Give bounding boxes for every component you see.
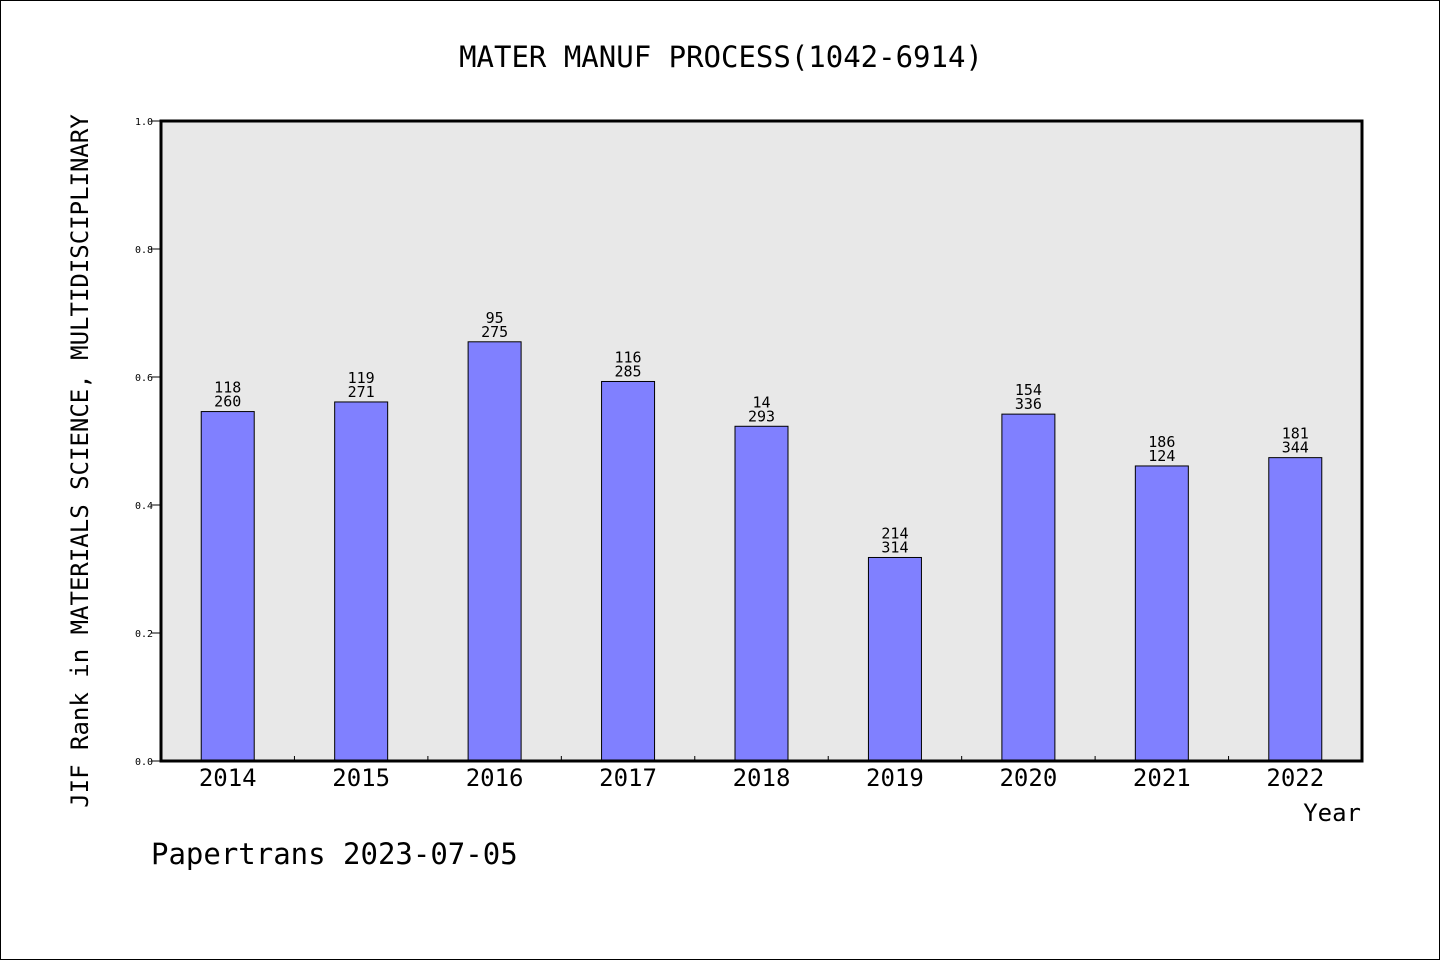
bar-2016 [467,341,522,762]
chart-title: MATER MANUF PROCESS(1042-6914) [459,40,983,74]
y-tick-label: 0.8 [135,245,153,256]
y-tick-label: 0.6 [135,373,153,384]
x-tick-label: 2018 [733,764,791,792]
bar-label-bottom: 275 [481,323,508,341]
bar-label-bottom: 344 [1282,439,1309,457]
y-tick-label: 0.0 [135,757,153,768]
plot-border [159,119,1364,763]
bar-label-top: 214 [881,524,908,542]
y-tick-label: 0.4 [135,501,153,512]
x-tick-label: 2019 [866,764,924,792]
bar-label-bottom: 124 [1148,447,1175,465]
bar-2015 [334,401,389,762]
bar-2022 [1268,457,1323,762]
bar-label-bottom: 336 [1015,395,1042,413]
bar-label-top: 95 [486,309,504,327]
x-tick-label: 2015 [332,764,390,792]
bar-label-top: 116 [615,348,642,366]
bar-2018 [734,425,789,762]
y-axis-label: JIF Rank in MATERIALS SCIENCE, MULTIDISC… [66,114,94,808]
x-tick-label: 2017 [599,764,657,792]
bar-label-top: 118 [214,379,241,397]
x-tick-label: 2022 [1266,764,1324,792]
bar-2017 [601,380,656,762]
bar-label-top: 14 [752,393,770,411]
bar-label-bottom: 271 [348,383,375,401]
bar-label-bottom: 314 [881,538,908,556]
bar-2020 [1001,413,1056,762]
bar-label-top: 186 [1148,433,1175,451]
bar-label-bottom: 293 [748,407,775,425]
bar-label-bottom: 285 [615,362,642,380]
x-tick-label: 2016 [466,764,524,792]
x-tick-label: 2014 [199,764,257,792]
x-axis-label: Year [1303,799,1361,827]
y-tick-label: 1.0 [135,117,153,128]
bar-label-top: 119 [348,369,375,387]
bar-label-top: 181 [1282,425,1309,443]
bar-label-bottom: 260 [214,393,241,411]
x-tick-label: 2020 [999,764,1057,792]
bar-2014 [200,411,255,762]
bar-label-top: 154 [1015,381,1042,399]
bar-2019 [867,556,922,762]
x-tick-label: 2021 [1133,764,1191,792]
y-tick-label: 0.2 [135,629,153,640]
bar-2021 [1134,465,1189,762]
footer-credit: Papertrans 2023-07-05 [151,837,518,871]
